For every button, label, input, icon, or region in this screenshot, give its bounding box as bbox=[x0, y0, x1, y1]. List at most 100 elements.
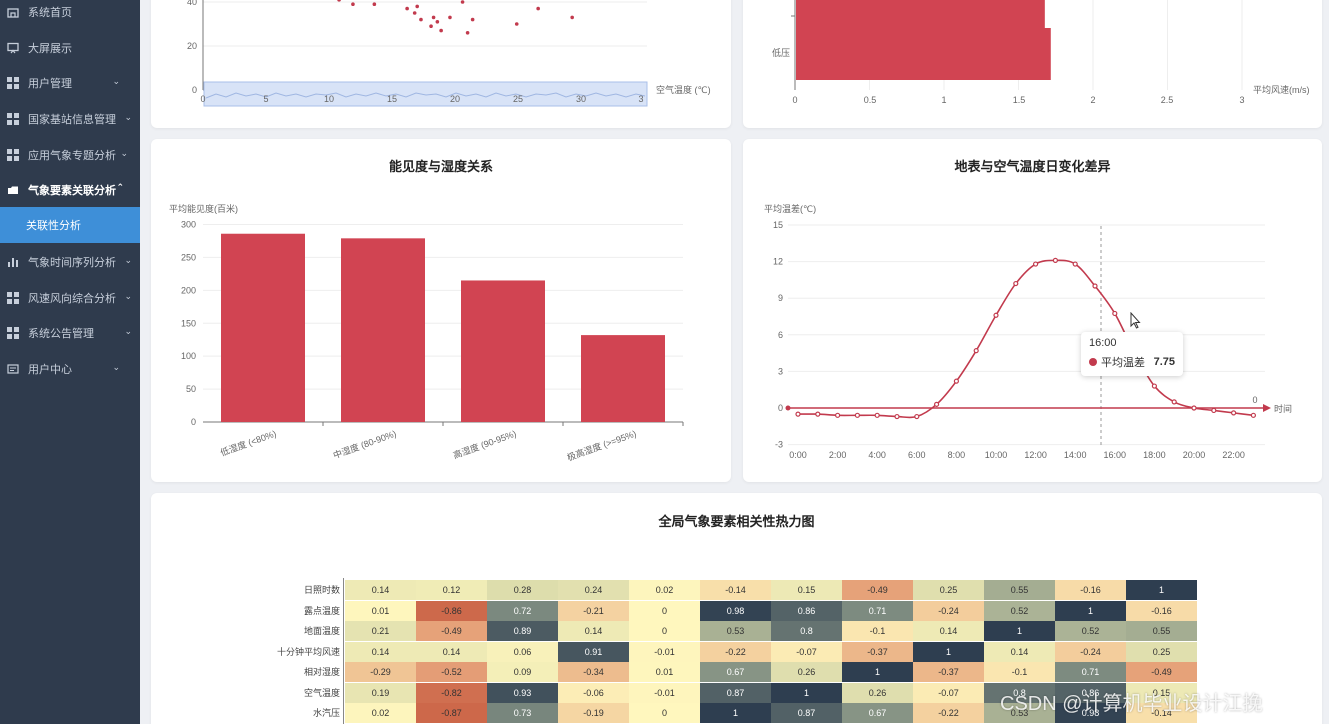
heatmap-cell[interactable]: -0.87 bbox=[416, 703, 487, 723]
heatmap-cell[interactable]: 0.02 bbox=[629, 580, 700, 600]
heatmap-cell[interactable]: 0.67 bbox=[842, 703, 913, 723]
line-point[interactable] bbox=[1151, 383, 1157, 389]
heatmap-cell[interactable]: -0.86 bbox=[416, 600, 487, 621]
sidebar-item-wind[interactable]: 风速风向综合分析 ⌄ bbox=[0, 280, 140, 316]
heatmap-cell[interactable]: 0.53 bbox=[700, 621, 771, 641]
heatmap-cell[interactable]: -0.21 bbox=[558, 600, 629, 621]
scatter-point[interactable] bbox=[429, 24, 433, 28]
sidebar-item-weather-topic[interactable]: 应用气象专题分析 ⌄ bbox=[0, 137, 140, 173]
heatmap-cell[interactable]: 0.52 bbox=[1055, 621, 1126, 641]
heatmap-cell[interactable]: 0.25 bbox=[913, 580, 984, 600]
heatmap-cell[interactable]: 0.06 bbox=[487, 641, 558, 662]
heatmap-cell[interactable]: -0.37 bbox=[842, 641, 913, 662]
sidebar-item-bigscreen[interactable]: 大屏展示 bbox=[0, 30, 140, 66]
heatmap-cell[interactable]: 0.14 bbox=[913, 621, 984, 641]
sidebar-item-user-center[interactable]: 用户中心 ⌄ bbox=[0, 351, 140, 387]
visibility-bar[interactable] bbox=[461, 280, 545, 422]
heatmap-cell[interactable]: -0.34 bbox=[558, 662, 629, 682]
heatmap-cell[interactable]: 0.14 bbox=[984, 641, 1055, 662]
sidebar-item-correlation-analysis[interactable]: 关联性分析 bbox=[0, 207, 140, 243]
heatmap-cell[interactable]: 0.09 bbox=[487, 662, 558, 682]
heatmap-cell[interactable]: -0.82 bbox=[416, 682, 487, 703]
line-point[interactable] bbox=[1072, 261, 1078, 267]
line-point[interactable] bbox=[993, 312, 999, 318]
heatmap-cell[interactable]: -0.01 bbox=[629, 682, 700, 703]
scatter-point[interactable] bbox=[351, 2, 355, 6]
heatmap-cell[interactable]: 0.21 bbox=[345, 621, 416, 641]
scatter-point[interactable] bbox=[465, 31, 470, 35]
heatmap-cell[interactable]: 0.71 bbox=[842, 600, 913, 621]
heatmap-cell[interactable]: -0.22 bbox=[700, 641, 771, 662]
heatmap-cell[interactable]: -0.14 bbox=[1126, 703, 1197, 723]
wind-bar[interactable] bbox=[796, 28, 1051, 80]
line-point[interactable] bbox=[934, 401, 940, 407]
heatmap-cell[interactable]: 0.14 bbox=[416, 641, 487, 662]
line-point[interactable] bbox=[914, 413, 920, 420]
heatmap-cell[interactable]: -0.22 bbox=[913, 703, 984, 723]
scatter-point[interactable] bbox=[337, 0, 341, 2]
visibility-bar[interactable] bbox=[581, 335, 665, 422]
line-point[interactable] bbox=[1211, 407, 1217, 414]
line-point[interactable] bbox=[1171, 399, 1177, 405]
heatmap-cell[interactable]: -0.37 bbox=[913, 662, 984, 682]
scatter-point[interactable] bbox=[570, 15, 574, 20]
heatmap-cell[interactable]: 0.73 bbox=[487, 703, 558, 723]
sidebar-item-element-correlation[interactable]: 气象要素关联分析 ⌃ bbox=[0, 172, 140, 208]
heatmap-cell[interactable]: 0.8 bbox=[984, 682, 1055, 703]
scatter-point[interactable] bbox=[372, 2, 377, 6]
heatmap-cell[interactable]: 0.93 bbox=[487, 682, 558, 703]
heatmap-cell[interactable]: 1 bbox=[771, 682, 842, 703]
heatmap-cell[interactable]: 0.72 bbox=[487, 600, 558, 621]
sidebar-item-user-management[interactable]: 用户管理 ⌄ bbox=[0, 65, 140, 101]
line-point[interactable] bbox=[1112, 310, 1118, 317]
scatter-point[interactable] bbox=[448, 15, 452, 20]
heatmap-cell[interactable]: -0.24 bbox=[1055, 641, 1126, 662]
line-point[interactable] bbox=[1231, 410, 1237, 416]
heatmap-cell[interactable]: 0.28 bbox=[487, 580, 558, 600]
heatmap-cell[interactable]: 0.52 bbox=[984, 600, 1055, 621]
visibility-bar[interactable] bbox=[221, 233, 305, 422]
heatmap-cell[interactable]: 0.14 bbox=[558, 621, 629, 641]
heatmap-cell[interactable]: 1 bbox=[1055, 600, 1126, 621]
scatter-point[interactable] bbox=[412, 11, 417, 15]
heatmap-cell[interactable]: 0.87 bbox=[700, 682, 771, 703]
heatmap-cell[interactable]: -0.24 bbox=[913, 600, 984, 621]
heatmap-cell[interactable]: -0.29 bbox=[345, 662, 416, 682]
scatter-point[interactable] bbox=[419, 17, 423, 22]
scatter-point[interactable] bbox=[460, 0, 465, 4]
line-point[interactable] bbox=[1013, 280, 1019, 287]
heatmap-cell[interactable]: 0.12 bbox=[416, 580, 487, 600]
heatmap-cell[interactable]: -0.16 bbox=[1126, 600, 1197, 621]
heatmap-cell[interactable]: 0.01 bbox=[345, 600, 416, 621]
heatmap-cell[interactable]: 0.67 bbox=[700, 662, 771, 682]
heatmap-cell[interactable]: 1 bbox=[984, 621, 1055, 641]
line-point[interactable] bbox=[1033, 261, 1039, 267]
heatmap-cell[interactable]: 0.55 bbox=[1126, 621, 1197, 641]
scatter-point[interactable] bbox=[439, 28, 443, 33]
line-point[interactable] bbox=[815, 411, 821, 417]
line-point[interactable] bbox=[953, 378, 959, 384]
heatmap-cell[interactable]: -0.07 bbox=[771, 641, 842, 662]
heatmap-cell[interactable]: 1 bbox=[1126, 580, 1197, 600]
sidebar-item-station-info[interactable]: 国家基站信息管理 ⌄ bbox=[0, 101, 140, 137]
heatmap-cell[interactable]: -0.16 bbox=[1055, 580, 1126, 600]
line-point[interactable] bbox=[1092, 283, 1098, 289]
heatmap-cell[interactable]: 0.01 bbox=[629, 662, 700, 682]
heatmap-cell[interactable]: -0.19 bbox=[558, 703, 629, 723]
line-point[interactable] bbox=[1052, 257, 1058, 263]
heatmap-cell[interactable]: -0.52 bbox=[416, 662, 487, 682]
heatmap-cell[interactable]: -0.1 bbox=[984, 662, 1055, 682]
visibility-bar[interactable] bbox=[341, 238, 425, 422]
line-point[interactable] bbox=[834, 412, 841, 418]
heatmap-cell[interactable]: -0.06 bbox=[558, 682, 629, 703]
line-point[interactable] bbox=[795, 411, 801, 417]
heatmap-cell[interactable]: 0.86 bbox=[1055, 682, 1126, 703]
heatmap-cell[interactable]: 0.26 bbox=[842, 682, 913, 703]
heatmap-cell[interactable]: -0.49 bbox=[842, 580, 913, 600]
scatter-point[interactable] bbox=[514, 22, 519, 26]
sidebar-item-time-series[interactable]: 气象时间序列分析 ⌄ bbox=[0, 244, 140, 280]
heatmap-cell[interactable]: 0 bbox=[629, 600, 700, 621]
heatmap-cell[interactable]: 0.26 bbox=[771, 662, 842, 682]
heatmap-cell[interactable]: 0.53 bbox=[984, 703, 1055, 723]
heatmap-cell[interactable]: -0.14 bbox=[700, 580, 771, 600]
